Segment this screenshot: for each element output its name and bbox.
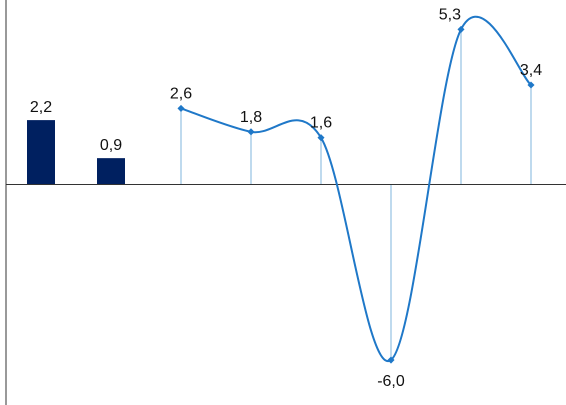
bar-label-2: 0,9 (100, 137, 122, 154)
line-label-5: 5,3 (439, 6, 461, 23)
line-label-3: 1,6 (310, 115, 332, 132)
line-label-2: 1,8 (240, 109, 262, 126)
drop-lines (180, 29, 532, 361)
line-point-5 (457, 25, 465, 33)
data-labels: 2,2 0,9 2,6 1,8 1,6 -6,0 5,3 3,4 (30, 6, 542, 390)
line-point-3 (317, 134, 325, 142)
line-point-4 (387, 356, 395, 364)
bar-1 (27, 120, 55, 185)
bar-series (27, 120, 125, 185)
line-point-6 (527, 81, 535, 89)
bar-label-1: 2,2 (30, 99, 52, 116)
line-label-1: 2,6 (170, 85, 192, 102)
line-series-curve (180, 16, 532, 363)
line-point-2 (247, 128, 255, 136)
line-label-6: 3,4 (520, 62, 542, 79)
line-point-1 (177, 104, 185, 112)
line-label-4: -6,0 (377, 373, 405, 390)
bar-2 (97, 158, 125, 185)
line-series-points (177, 25, 535, 364)
